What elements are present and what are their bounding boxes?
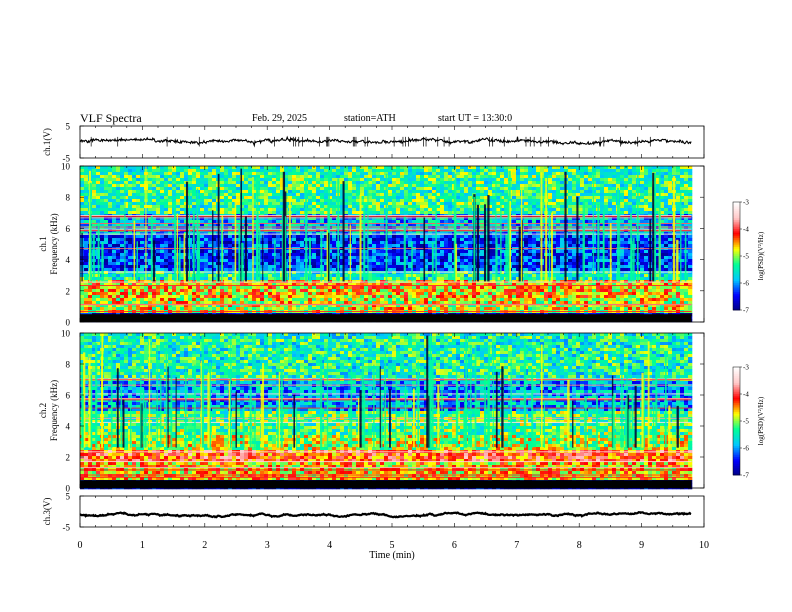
x-tick-label: 2: [202, 540, 207, 551]
station-label: station=ATH: [344, 113, 396, 124]
colorbar-tick-label: -3: [743, 199, 749, 207]
y-axis-label: ch.1: [38, 236, 48, 251]
y-axis-label: ch.2: [38, 403, 48, 418]
y-axis-label: ch.1(V): [42, 128, 52, 156]
x-tick-label: 5: [390, 540, 395, 551]
date-label: Feb. 29, 2025: [252, 113, 307, 124]
colorbar-tick-label: -4: [743, 391, 749, 399]
colorbar-label: log(PSD)(V²/Hz): [757, 396, 765, 445]
ch1-waveform: [79, 135, 692, 148]
x-tick-label: 3: [265, 540, 270, 551]
y-tick-label: 8: [66, 360, 71, 370]
y-tick-label: -5: [63, 154, 71, 164]
colorbar-tick-label: -6: [743, 445, 749, 453]
y-tick-label: 0: [66, 484, 71, 494]
y-tick-label: 4: [66, 422, 71, 432]
x-tick-label: 10: [699, 540, 709, 551]
y-tick-label: 6: [66, 224, 71, 234]
colorbar-tick-label: -5: [743, 253, 749, 261]
y-axis-label: ch.3(V): [42, 498, 52, 526]
y-tick-label: 5: [66, 492, 71, 502]
colorbar-tick-label: -6: [743, 280, 749, 288]
x-axis-label: Time (min): [369, 550, 414, 561]
colorbar-tick-label: -5: [743, 418, 749, 426]
x-tick-label: 0: [78, 540, 83, 551]
y-axis-label: Frequency (kHz): [49, 380, 59, 441]
start-time-label: start UT = 13:30:0: [438, 113, 513, 124]
x-tick-label: 6: [452, 540, 457, 551]
y-tick-label: 10: [61, 162, 71, 172]
y-tick-label: 8: [66, 193, 71, 203]
ch3-waveform: [79, 510, 692, 519]
colorbar-label: log(PSD)(V²/Hz): [757, 231, 765, 280]
colorbar-tick-label: -3: [743, 364, 749, 372]
ch3-waveform-frame: [79, 495, 705, 528]
colorbar-tick-label: -4: [743, 226, 749, 234]
y-tick-label: 10: [61, 329, 71, 339]
ch2-spectrogram: [80, 333, 693, 490]
y-tick-label: 0: [66, 318, 71, 328]
x-tick-label: 7: [514, 540, 519, 551]
y-tick-label: 2: [66, 286, 71, 296]
y-tick-label: 4: [66, 255, 71, 265]
y-tick-label: 6: [66, 391, 71, 401]
colorbar: [733, 202, 740, 311]
chart-title: VLF Spectra: [80, 111, 142, 125]
y-tick-label: -5: [63, 523, 71, 533]
x-tick-label: 8: [577, 540, 582, 551]
ch1-spectrogram: [80, 166, 693, 323]
x-tick-label: 1: [140, 540, 145, 551]
y-tick-label: 2: [66, 453, 71, 463]
y-axis-label: Frequency (kHz): [49, 213, 59, 274]
colorbar-tick-label: -7: [743, 472, 749, 480]
y-tick-label: 5: [66, 122, 71, 132]
x-tick-label: 4: [327, 540, 332, 551]
x-tick-label: 9: [639, 540, 644, 551]
colorbar-tick-label: -7: [743, 307, 749, 315]
colorbar: [733, 367, 740, 476]
